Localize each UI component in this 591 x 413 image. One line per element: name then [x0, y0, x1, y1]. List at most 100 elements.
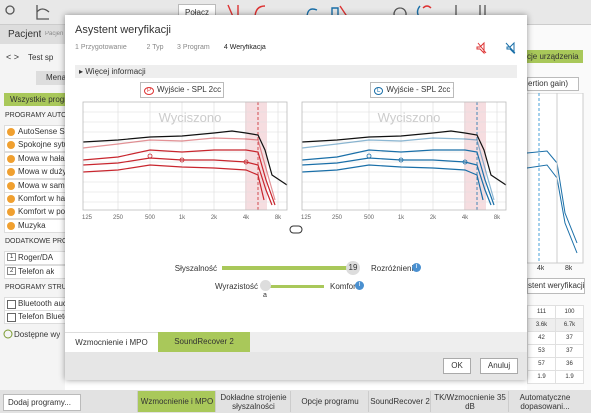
x-tick-label: 125: [82, 215, 93, 221]
tab-strip: [250, 332, 527, 352]
panel-title: Pacjent: [8, 29, 42, 40]
slider-left-label: Słyszalność: [174, 264, 217, 273]
menu-button[interactable]: Mena: [36, 71, 65, 85]
link-icon[interactable]: [289, 225, 303, 234]
x-tick-label: 4k: [243, 215, 250, 221]
bottom-tab[interactable]: Opcje programu: [290, 391, 369, 412]
verify-button[interactable]: stent weryfikacji: [527, 278, 585, 294]
table-cell: 37: [555, 344, 584, 358]
program-item[interactable]: Mowa w samo: [4, 178, 65, 193]
nav-label: Test sp: [28, 53, 54, 62]
program-item[interactable]: Spokojne sytu: [4, 138, 65, 153]
x-tick-label: 500: [364, 215, 375, 221]
program-icon: [7, 168, 15, 177]
cancel-button[interactable]: Anuluj: [480, 358, 518, 374]
dialog-tab[interactable]: Wzmocnienie i MPO: [65, 332, 158, 353]
program-label: Telefon ak: [18, 266, 55, 276]
x-tick-label: 8k: [275, 215, 282, 221]
table-cell: 1.9: [527, 370, 556, 384]
program-icon: [7, 128, 15, 136]
table-cell: 42: [527, 331, 556, 345]
program-label: Muzyka: [18, 220, 46, 230]
ok-button[interactable]: OK: [443, 358, 471, 374]
patient-panel: Pacjent Pacjen < > Test sp Mena Wszystki…: [0, 25, 65, 390]
slider-left-label: Wyrazistość: [214, 282, 258, 291]
nav-arrows[interactable]: < >: [6, 52, 20, 62]
program-icon: [7, 195, 15, 203]
program-label: AutoSense Sk: [18, 127, 65, 136]
check-icon: [3, 329, 13, 339]
program-icon: [7, 141, 15, 150]
program-item[interactable]: 2 Telefon ak: [4, 264, 65, 279]
bottom-tab[interactable]: Dokładne strojenie słyszalności: [215, 391, 291, 412]
group-title: DODATKOWE PRO: [5, 238, 65, 246]
group-title: PROGRAMY STRUN: [5, 284, 65, 291]
info-icon[interactable]: i: [355, 281, 364, 290]
program-label: Telefon Blueto: [18, 312, 65, 322]
program-icon: [7, 154, 15, 163]
bottom-tab-active[interactable]: Wzmocnienie i MPO: [137, 391, 216, 412]
dropdown-label: Wyjście - SPL 2cc: [386, 85, 451, 94]
watermark: Wyciszono: [159, 110, 222, 125]
verification-dialog: Asystent weryfikacji 1 Przygotowanie 2 Ty…: [65, 15, 527, 380]
response-plots: Wyciszono Wyciszono 125 250 500 1k 2k 4k 8k 125…: [82, 101, 507, 234]
badge: L: [374, 87, 384, 95]
program-item[interactable]: Mowa w duży: [4, 165, 65, 180]
step: 3 Program: [177, 44, 210, 51]
x-label: 4k: [537, 265, 545, 272]
panel-header: Pacjent Pacjen: [0, 25, 65, 44]
mini-chart: [527, 93, 584, 264]
program-label: Spokojne sytu: [18, 140, 65, 150]
device-tab[interactable]: cje urządzenia: [527, 50, 583, 63]
step: 2 Typ: [146, 44, 164, 51]
program-label: Komfort w po: [18, 207, 65, 217]
slider-track[interactable]: [222, 266, 350, 270]
available: Dostępne wy: [14, 330, 61, 339]
program-number: 1: [7, 253, 17, 262]
bottom-tab[interactable]: Automatyczne dopasowani...: [508, 391, 581, 412]
program-item[interactable]: Komfort w po: [4, 205, 65, 220]
program-item[interactable]: Mowa w hałas: [4, 151, 65, 166]
program-label: Mowa w samo: [18, 180, 65, 190]
program-label: Mowa w duży: [18, 167, 65, 177]
dropdown-label: Wyjście - SPL 2cc: [157, 85, 222, 94]
bottom-bar: Dodaj programy... Wzmocnienie i MPO Dokła…: [0, 390, 591, 413]
program-label: Mowa w hałas: [18, 153, 65, 163]
program-item[interactable]: Muzyka: [4, 218, 65, 233]
bottom-tab[interactable]: SoundRecover 2: [368, 391, 431, 412]
program-item[interactable]: AutoSense Sk: [4, 125, 65, 139]
more-info[interactable]: ▸ Więcej informacji: [75, 65, 517, 78]
program-item[interactable]: 1 Roger/DA: [4, 251, 65, 266]
bottom-tab[interactable]: TK/Wzmocnienie 35 dB: [430, 391, 509, 412]
x-label: 8k: [565, 265, 573, 272]
program-icon: [7, 221, 15, 230]
more-info-label: Więcej informacji: [85, 67, 146, 76]
table-cell: 57: [527, 357, 556, 371]
step: 1 Przygotowanie: [75, 44, 127, 51]
x-tick-label: 2k: [430, 215, 437, 221]
x-tick-label: 250: [332, 215, 343, 221]
program-item[interactable]: Bluetooth auc: [4, 297, 65, 311]
x-tick-label: 8k: [494, 215, 501, 221]
table-cell: 37: [555, 331, 584, 345]
program-item[interactable]: Telefon Blueto: [4, 310, 65, 325]
table-cell: 6.7k: [555, 318, 584, 332]
dialog-tab-active[interactable]: SoundRecover 2: [158, 332, 250, 352]
add-programs[interactable]: Dodaj programy...: [3, 394, 81, 411]
program-item[interactable]: Komfort w ha: [4, 192, 65, 206]
slider-knob[interactable]: 19: [346, 261, 360, 275]
gain-dropdown[interactable]: ertion gain): [527, 77, 579, 91]
slider-knob[interactable]: [260, 280, 271, 291]
all-programs[interactable]: Wszystkie progra: [4, 93, 65, 106]
slider-right-label: Rozróżnienie: [371, 264, 418, 273]
dialog-footer: OK Anuluj: [65, 352, 527, 380]
slider-right-label: Komfort: [330, 282, 359, 291]
group-title: PROGRAMY AUTO: [5, 112, 65, 119]
mute-icons: [476, 41, 516, 55]
x-tick-label: 2k: [211, 215, 218, 221]
slider-track[interactable]: [268, 285, 324, 288]
info-icon[interactable]: i: [412, 263, 421, 272]
